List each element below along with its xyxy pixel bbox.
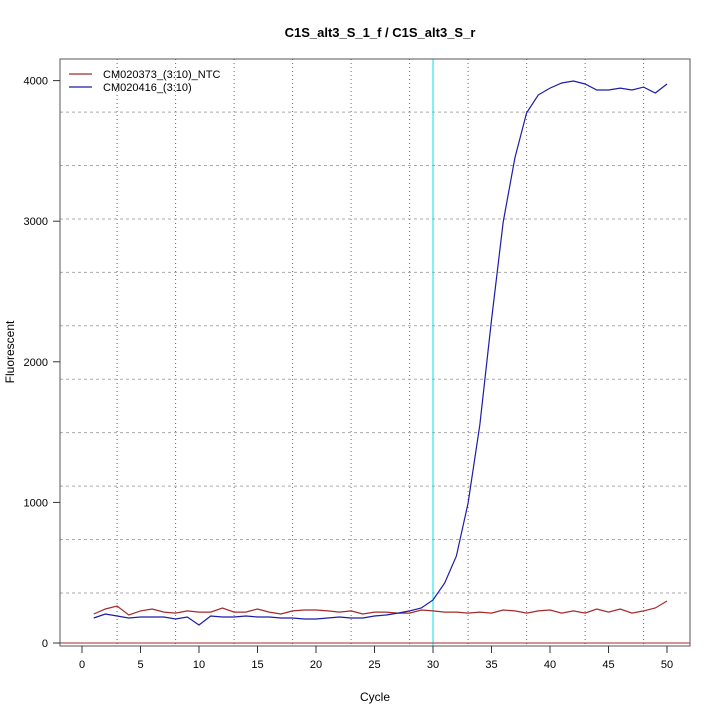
x-tick-label: 0 xyxy=(79,659,85,671)
y-tick-label: 0 xyxy=(42,638,48,650)
x-tick-label: 10 xyxy=(193,659,205,671)
legend-label: CM020416_(3:10) xyxy=(103,82,192,94)
x-tick-label: 30 xyxy=(427,659,439,671)
x-tick-label: 20 xyxy=(310,659,322,671)
x-axis-title: Cycle xyxy=(360,690,390,704)
x-tick-label: 15 xyxy=(251,659,263,671)
x-tick-label: 40 xyxy=(544,659,556,671)
x-tick-label: 5 xyxy=(137,659,143,671)
series-line-2 xyxy=(93,80,668,626)
plot-frame xyxy=(59,58,691,647)
y-tick-label: 4000 xyxy=(24,76,48,88)
series-line-1 xyxy=(93,600,668,616)
x-tick-label: 25 xyxy=(368,659,380,671)
y-tick-label: 2000 xyxy=(24,357,48,369)
series-group xyxy=(93,80,668,626)
chart-title: C1S_alt3_S_1_f / C1S_alt3_S_r xyxy=(285,25,476,40)
x-axis: 0 5 10 15 20 25 30 35 40 45 50 xyxy=(79,646,673,671)
y-tick-label: 1000 xyxy=(24,497,48,509)
grid xyxy=(60,59,690,646)
y-tick-label: 3000 xyxy=(24,216,48,228)
x-tick-label: 45 xyxy=(602,659,614,671)
x-tick-label: 35 xyxy=(485,659,497,671)
legend-label: CM020373_(3:10)_NTC xyxy=(103,69,220,81)
y-axis: 0 1000 2000 3000 4000 xyxy=(24,76,60,650)
y-axis-title: Fluorescent xyxy=(3,320,17,383)
x-tick-label: 50 xyxy=(661,659,673,671)
